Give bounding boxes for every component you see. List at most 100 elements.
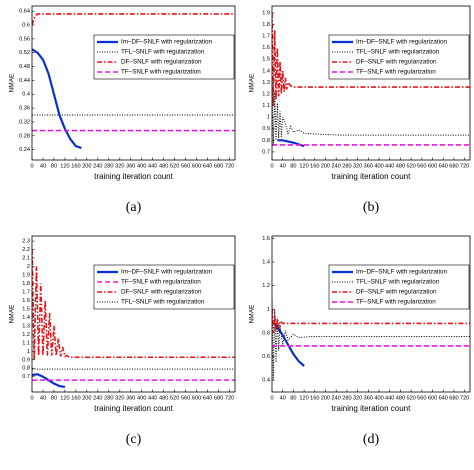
- y-tick-label: 0.9: [22, 357, 30, 363]
- y-tick-label: 0.6: [22, 23, 30, 29]
- x-tick-label: 120: [60, 163, 69, 169]
- legend-label: DF–SNLF with regularization: [356, 59, 437, 66]
- y-axis-label: NMAE: [9, 304, 16, 323]
- x-axis-label: training iteration count: [94, 172, 173, 181]
- y-tick-label: 0.24: [19, 147, 30, 153]
- series-line: [272, 309, 470, 333]
- x-tick-label: 640: [439, 395, 448, 401]
- x-tick-label: 0: [270, 163, 273, 169]
- y-tick-label: 0.7: [262, 149, 270, 155]
- x-tick-label: 560: [181, 395, 190, 401]
- x-tick-label: 520: [170, 163, 179, 169]
- y-tick-label: 1.7: [262, 34, 270, 40]
- legend-label: TF–SNLF with regularization: [356, 299, 436, 306]
- x-tick-label: 40: [280, 163, 286, 169]
- x-tick-label: 280: [104, 395, 113, 401]
- x-tick-label: 400: [137, 163, 146, 169]
- x-tick-label: 680: [214, 395, 223, 401]
- y-tick-label: 2.3: [22, 239, 30, 245]
- x-tick-label: 160: [71, 395, 80, 401]
- y-tick-label: 1.2: [262, 283, 270, 289]
- y-tick-label: 1: [27, 349, 30, 355]
- x-tick-label: 400: [374, 163, 383, 169]
- panel: 0.7 0.8 0.9 1 1.1 1.2 1.3 1.4 1.5 1.6 1.7 1.8 1.9 2 2.…: [9, 235, 236, 447]
- y-tick-label: 1.6: [262, 236, 270, 242]
- y-tick-label: 1.5: [262, 57, 270, 63]
- panel: 0.7 0.8 0.9 1 1.1 1.2 1.3 1.4 1.5 1.6 1.7 1.8 1.9 0 40…: [249, 5, 471, 215]
- series-line: [32, 13, 235, 26]
- subfigure-caption: (d): [363, 432, 380, 447]
- x-tick-label: 160: [310, 163, 319, 169]
- panel: 0.24 0.28 0.32 0.36 0.4 0.44 0.48 0.52 0.56 0.6 0.…: [9, 5, 236, 215]
- x-tick-label: 720: [460, 395, 469, 401]
- x-tick-label: 280: [342, 163, 351, 169]
- x-tick-label: 520: [406, 163, 415, 169]
- x-tick-label: 440: [385, 395, 394, 401]
- x-tick-label: 560: [181, 163, 190, 169]
- legend-label: TFL–SNLF with regularization: [121, 299, 205, 306]
- x-tick-label: 320: [353, 163, 362, 169]
- y-tick-label: 0.64: [19, 9, 30, 15]
- x-tick-label: 600: [192, 163, 201, 169]
- y-tick-label: 0.48: [19, 64, 30, 70]
- y-tick-label: 1.9: [262, 10, 270, 16]
- x-tick-label: 640: [203, 395, 212, 401]
- x-tick-label: 440: [148, 163, 157, 169]
- x-tick-label: 0: [270, 395, 273, 401]
- x-tick-label: 240: [93, 395, 102, 401]
- legend-label: Im–DF–SNLF with regularization: [356, 39, 447, 46]
- y-tick-label: 1.6: [22, 298, 30, 304]
- legend-label: DF–SNLF with regularization: [356, 289, 437, 296]
- legend-label: TFL–SNLF with regularization: [356, 279, 440, 286]
- x-tick-label: 80: [290, 163, 296, 169]
- y-tick-label: 0.8: [22, 366, 30, 372]
- x-tick-label: 320: [115, 395, 124, 401]
- x-tick-label: 600: [428, 395, 437, 401]
- x-tick-label: 160: [71, 163, 80, 169]
- plot-frame: [31, 5, 236, 161]
- x-tick-label: 240: [332, 163, 341, 169]
- x-tick-label: 160: [310, 395, 319, 401]
- panel: 0.40.60.811.21.41.60 40 80 120 160 200 240 280 3…: [249, 235, 471, 447]
- x-tick-label: 80: [51, 395, 57, 401]
- x-tick-label: 480: [396, 395, 405, 401]
- y-tick-label: 1.1: [22, 340, 30, 346]
- y-tick-label: 1.4: [262, 259, 270, 265]
- x-tick-label: 0: [30, 395, 33, 401]
- x-tick-label: 40: [40, 163, 46, 169]
- x-tick-label: 0: [30, 163, 33, 169]
- plot-frame: [31, 235, 236, 393]
- series-line: [32, 249, 235, 360]
- y-tick-label: 1.8: [262, 22, 270, 28]
- x-tick-label: 520: [170, 395, 179, 401]
- x-tick-label: 680: [449, 395, 458, 401]
- y-tick-label: 1.3: [22, 323, 30, 329]
- y-tick-label: 0.44: [19, 78, 30, 84]
- y-tick-label: 0.8: [262, 330, 270, 336]
- plot-frame: [271, 5, 471, 161]
- x-tick-label: 480: [159, 163, 168, 169]
- y-tick-label: 1.4: [22, 315, 30, 321]
- legend-label: TFL–SNLF with regularization: [121, 49, 205, 56]
- subfigure-caption: (a): [126, 200, 142, 215]
- y-tick-label: 0.8: [262, 138, 270, 144]
- x-axis-label: training iteration count: [332, 404, 411, 413]
- y-tick-label: 1.1: [262, 103, 270, 109]
- x-tick-label: 200: [321, 395, 330, 401]
- legend-label: DF–SNLF with regularization: [121, 289, 202, 296]
- plot-area: [32, 6, 235, 160]
- subfigure-caption: (b): [363, 200, 380, 215]
- x-tick-label: 200: [82, 163, 91, 169]
- legend-label: Im–DF–SNLF with regularization: [121, 39, 212, 46]
- y-tick-label: 1.8: [22, 281, 30, 287]
- x-tick-label: 200: [321, 163, 330, 169]
- plot-area: [32, 236, 235, 392]
- y-tick-label: 2: [27, 264, 30, 270]
- plot-area: [272, 236, 470, 392]
- x-tick-label: 120: [60, 395, 69, 401]
- x-tick-label: 560: [417, 395, 426, 401]
- y-tick-label: 1: [267, 115, 270, 121]
- x-tick-label: 320: [353, 395, 362, 401]
- series-line: [272, 320, 305, 367]
